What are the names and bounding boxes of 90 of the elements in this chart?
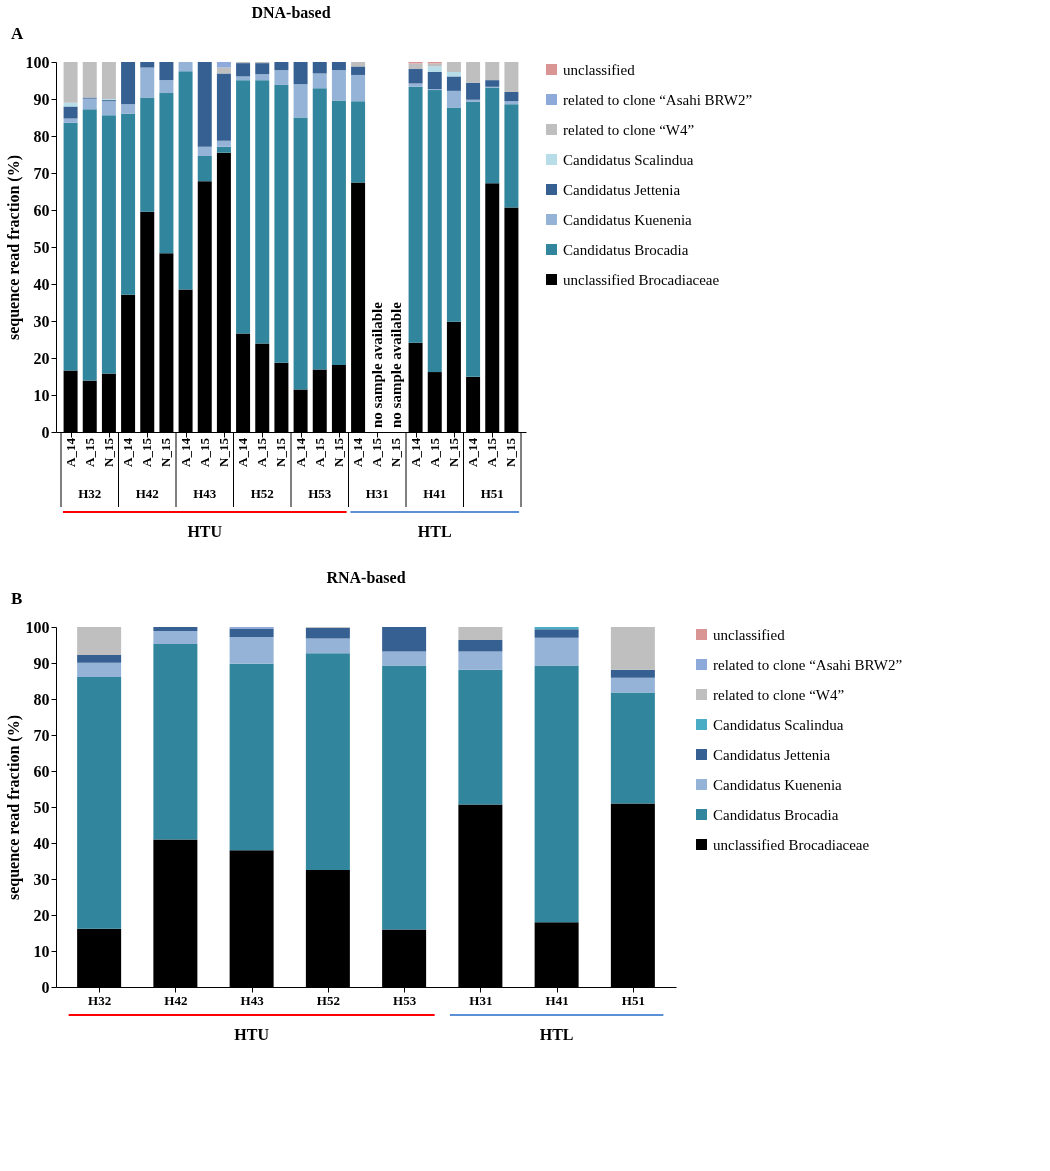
y-tick-label: 90 (33, 90, 50, 108)
y-tick-label: 80 (33, 127, 50, 145)
legend-label: Candidatus Jettenia (563, 181, 681, 198)
y-tick-label: 30 (33, 312, 50, 330)
chart-title: RNA-based (326, 569, 406, 586)
text: H53 (308, 486, 332, 501)
x-tick-label: A_15 (484, 437, 500, 467)
x-tick-label: A_14 (62, 437, 78, 467)
x-tick-label: A_15 (311, 437, 327, 467)
y-tick-label: 70 (33, 726, 50, 744)
y-tick-label: 0 (41, 978, 50, 996)
y-tick-label: 10 (33, 942, 50, 960)
x-tick-label: A_15 (426, 437, 442, 467)
y-tick-label: 60 (33, 201, 50, 219)
x-tick-label: H53 (393, 992, 417, 1008)
x-tick-label: H43 (240, 992, 265, 1008)
text: HTU (234, 1026, 270, 1043)
x-tick-label: H41 (545, 992, 569, 1008)
x-tick-label: A_14 (465, 437, 481, 467)
x-tick-label: H31 (469, 992, 493, 1008)
text: H42 (135, 486, 159, 501)
legend-label: Candidatus Brocadia (713, 806, 839, 823)
x-tick-label: A_15 (254, 437, 270, 467)
annotation: no sample available (369, 301, 386, 428)
text: H51 (480, 486, 504, 501)
y-tick-label: 50 (33, 238, 50, 256)
x-tick-label: N_15 (503, 437, 519, 467)
text: H32 (78, 486, 102, 501)
legend-label: related to clone “W4” (713, 686, 845, 703)
text: HTL (417, 523, 452, 540)
x-tick-label: H51 (621, 992, 645, 1008)
x-tick-label: H32 (88, 992, 112, 1008)
x-tick-label: A_14 (350, 437, 366, 467)
x-tick-label: A_14 (292, 437, 308, 467)
text: H52 (250, 486, 274, 501)
legend-label: related to clone “Asahi BRW2” (563, 91, 753, 108)
x-tick-label: A_15 (81, 437, 97, 467)
y-tick-label: 30 (33, 870, 50, 888)
text: A (11, 24, 24, 43)
y-tick-label: 0 (41, 423, 50, 441)
x-tick-label: N_15 (330, 437, 346, 467)
x-tick-label: A_14 (177, 437, 193, 467)
text: H43 (193, 486, 217, 501)
legend-label: related to clone “Asahi BRW2” (713, 656, 903, 673)
x-tick-label: A_15 (369, 437, 385, 467)
y-tick-label: 40 (33, 834, 50, 852)
x-tick-label: N_15 (100, 437, 116, 467)
x-tick-label: H52 (316, 992, 340, 1008)
x-tick-label: A_14 (407, 437, 423, 467)
legend-label: Candidatus Scalindua (563, 151, 694, 168)
legend-label: Candidatus Jettenia (713, 746, 831, 763)
y-tick-label: 70 (33, 164, 50, 182)
legend-label: Candidatus Scalindua (713, 716, 844, 733)
x-tick-label: N_15 (388, 437, 404, 467)
y-tick-label: 50 (33, 798, 50, 816)
text: HTU (187, 523, 223, 540)
x-tick-label: N_15 (273, 437, 289, 467)
y-tick-label: 80 (33, 690, 50, 708)
x-tick-label: A_14 (235, 437, 251, 467)
legend-label: related to clone “W4” (563, 121, 695, 138)
x-tick-label: H42 (164, 992, 188, 1008)
y-tick-label: 100 (25, 618, 50, 636)
legend-label: unclassified Brocadiaceae (563, 271, 720, 288)
legend-label: Candidatus Brocadia (563, 241, 689, 258)
text: HTL (539, 1026, 574, 1043)
legend-label: Candidatus Kuenenia (563, 211, 693, 228)
y-axis-title: sequence read fraction (%) (4, 715, 23, 900)
y-tick-label: 100 (25, 53, 50, 71)
y-axis-title: sequence read fraction (%) (4, 155, 23, 340)
x-tick-label: A_15 (139, 437, 155, 467)
x-tick-label: N_15 (445, 437, 461, 467)
text: H41 (423, 486, 447, 501)
legend-label: Candidatus Kuenenia (713, 776, 843, 793)
y-tick-label: 40 (33, 275, 50, 293)
chart-title: DNA-based (251, 4, 331, 21)
y-tick-label: 20 (33, 906, 50, 924)
x-tick-label: N_15 (215, 437, 231, 467)
x-tick-label: A_14 (120, 437, 136, 467)
y-tick-label: 10 (33, 386, 50, 404)
legend-label: unclassified (563, 61, 636, 78)
annotation: no sample available (388, 301, 405, 428)
x-tick-label: A_15 (196, 437, 212, 467)
y-tick-label: 20 (33, 349, 50, 367)
text: B (11, 589, 23, 608)
legend-label: unclassified Brocadiaceae (713, 836, 870, 853)
legend-label: unclassified (713, 626, 786, 643)
text: H31 (365, 486, 389, 501)
x-tick-label: N_15 (158, 437, 174, 467)
y-tick-label: 90 (33, 654, 50, 672)
y-tick-label: 60 (33, 762, 50, 780)
